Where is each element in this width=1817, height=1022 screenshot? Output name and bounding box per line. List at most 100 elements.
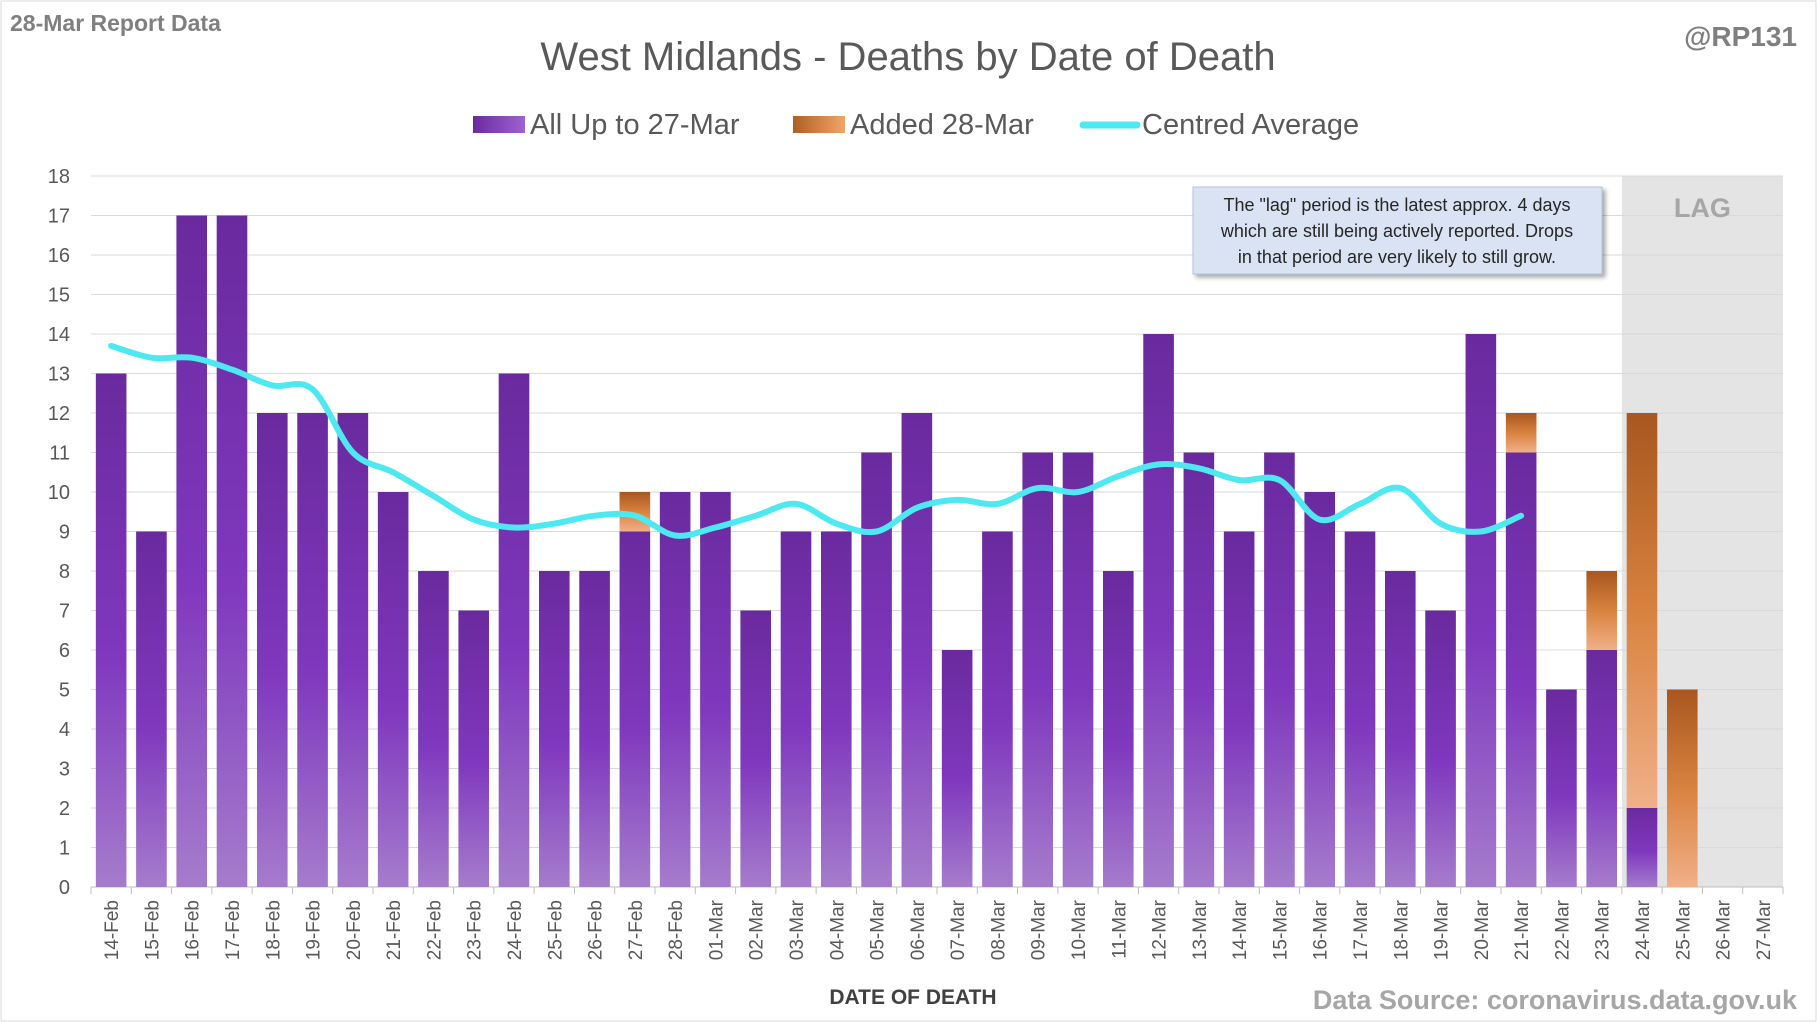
x-tick-label: 15-Feb bbox=[142, 900, 163, 960]
y-tick-label: 16 bbox=[48, 245, 70, 267]
bar-all-28-Feb bbox=[659, 492, 691, 887]
bar-all-10-Mar bbox=[1062, 452, 1094, 887]
x-tick-label: 06-Mar bbox=[908, 899, 929, 960]
chart-title: West Midlands - Deaths by Date of Death bbox=[540, 35, 1275, 79]
x-tick-label: 25-Feb bbox=[545, 900, 566, 960]
bar-all-21-Feb bbox=[377, 492, 409, 887]
x-tick-label: 21-Mar bbox=[1512, 899, 1533, 960]
x-tick-label: 21-Feb bbox=[384, 900, 405, 960]
y-tick-label: 7 bbox=[59, 601, 70, 623]
bar-all-19-Mar bbox=[1425, 610, 1456, 887]
y-tick-label: 18 bbox=[48, 166, 70, 188]
bar-all-08-Mar bbox=[982, 531, 1013, 887]
x-tick-label: 25-Mar bbox=[1673, 899, 1694, 960]
bar-added-24-Mar bbox=[1626, 413, 1658, 808]
x-tick-label: 16-Feb bbox=[183, 900, 204, 960]
bar-all-17-Feb bbox=[216, 215, 248, 887]
x-tick-label: 13-Mar bbox=[1190, 899, 1211, 960]
bar-added-23-Mar bbox=[1586, 571, 1618, 650]
legend-label-added: Added 28-Mar bbox=[850, 109, 1034, 141]
x-tick-label: 12-Mar bbox=[1150, 899, 1171, 960]
bar-all-02-Mar bbox=[740, 610, 772, 887]
bar-all-14-Feb bbox=[95, 373, 127, 887]
x-tick-label: 24-Mar bbox=[1633, 899, 1654, 960]
y-tick-label: 5 bbox=[59, 680, 70, 702]
x-tick-label: 02-Mar bbox=[747, 899, 768, 960]
y-tick-label: 8 bbox=[59, 561, 70, 583]
bar-all-12-Mar bbox=[1143, 334, 1174, 887]
annotation-box bbox=[1192, 186, 1603, 275]
x-tick-label: 09-Mar bbox=[1029, 899, 1050, 960]
x-tick-label: 26-Feb bbox=[586, 900, 607, 960]
lag-annotation: The "lag" period is the latest approx. 4… bbox=[1192, 186, 1603, 275]
x-tick-label: 14-Feb bbox=[102, 900, 123, 960]
x-tick-label: 10-Mar bbox=[1069, 899, 1090, 960]
x-tick-label: 23-Feb bbox=[465, 900, 486, 960]
bar-all-24-Mar bbox=[1626, 808, 1658, 887]
bar-all-25-Feb bbox=[538, 571, 570, 887]
bar-all-24-Feb bbox=[498, 373, 530, 887]
bar-added-21-Mar bbox=[1505, 413, 1537, 453]
x-tick-label: 08-Mar bbox=[988, 899, 1009, 960]
bar-all-20-Feb bbox=[337, 413, 369, 887]
bars bbox=[95, 215, 1698, 887]
x-tick-label: 19-Mar bbox=[1432, 899, 1453, 960]
legend-swatch-added bbox=[793, 116, 845, 133]
bar-all-19-Feb bbox=[297, 413, 328, 887]
x-tick-label: 14-Mar bbox=[1230, 899, 1251, 960]
x-tick-label: 22-Feb bbox=[424, 900, 445, 960]
x-tick-label: 18-Mar bbox=[1391, 899, 1412, 960]
bar-all-20-Mar bbox=[1465, 334, 1497, 887]
bar-all-23-Mar bbox=[1586, 650, 1618, 887]
y-tick-label: 4 bbox=[59, 719, 70, 741]
x-tick-label: 20-Mar bbox=[1472, 899, 1493, 960]
bar-all-09-Mar bbox=[1022, 452, 1054, 887]
x-tick-label: 11-Mar bbox=[1109, 899, 1130, 958]
bar-all-21-Mar bbox=[1505, 452, 1537, 887]
annotation-line-2: which are still being actively reported.… bbox=[1220, 221, 1573, 241]
bar-all-22-Mar bbox=[1546, 689, 1577, 887]
x-tick-label: 24-Feb bbox=[505, 900, 526, 960]
bar-all-27-Feb bbox=[619, 531, 651, 887]
x-tick-label: 04-Mar bbox=[827, 899, 848, 960]
report-label: 28-Mar Report Data bbox=[10, 10, 221, 36]
data-source: Data Source: coronavirus.data.gov.uk bbox=[1313, 985, 1798, 1015]
y-tick-label: 11 bbox=[49, 443, 70, 465]
bar-all-15-Mar bbox=[1264, 452, 1295, 887]
bar-all-14-Mar bbox=[1223, 531, 1255, 887]
y-tick-label: 0 bbox=[59, 877, 70, 899]
bar-all-05-Mar bbox=[861, 452, 892, 887]
centred-average-line bbox=[108, 342, 1525, 539]
author-handle: @RP131 bbox=[1684, 21, 1797, 52]
x-tick-label: 05-Mar bbox=[868, 899, 889, 960]
bar-all-13-Mar bbox=[1183, 452, 1215, 887]
x-tick-label: 28-Feb bbox=[666, 900, 687, 960]
bar-all-04-Mar bbox=[820, 531, 852, 887]
y-tick-label: 12 bbox=[48, 403, 70, 425]
bar-added-25-Mar bbox=[1666, 689, 1698, 887]
y-tick-label: 6 bbox=[59, 640, 70, 662]
bar-all-03-Mar bbox=[780, 531, 812, 887]
legend-swatch-all bbox=[473, 116, 525, 133]
y-tick-label: 17 bbox=[48, 206, 70, 228]
bar-all-15-Feb bbox=[136, 531, 167, 887]
x-tick-label: 27-Mar bbox=[1754, 899, 1775, 960]
bar-all-07-Mar bbox=[941, 650, 973, 887]
lag-label: LAG bbox=[1674, 193, 1731, 223]
x-tick-label: 18-Feb bbox=[263, 900, 284, 960]
bar-all-11-Mar bbox=[1102, 571, 1134, 887]
bar-all-22-Feb bbox=[418, 571, 449, 887]
y-tick-label: 2 bbox=[59, 798, 70, 820]
x-tick-label: 27-Feb bbox=[626, 900, 647, 960]
bar-all-01-Mar bbox=[700, 492, 731, 887]
legend-label-all: All Up to 27-Mar bbox=[530, 109, 740, 141]
bar-all-23-Feb bbox=[458, 610, 490, 887]
y-tick-label: 9 bbox=[59, 522, 70, 544]
x-tick-label: 01-Mar bbox=[706, 899, 727, 960]
x-axis-ticks: 14-Feb 15-Feb 16-Feb 17-Feb 18-Feb 19-Feb 20-F… bbox=[90, 887, 1784, 960]
y-tick-label: 1 bbox=[59, 838, 70, 860]
x-axis-label: DATE OF DEATH bbox=[829, 986, 996, 1009]
centred-average-path bbox=[108, 342, 1525, 539]
